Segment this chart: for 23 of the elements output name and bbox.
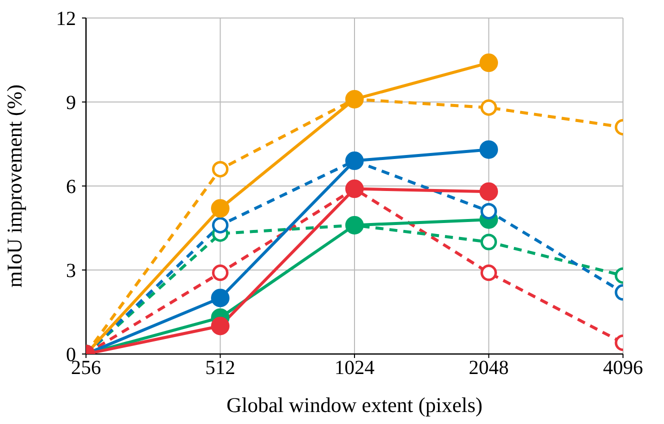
y-axis-title: mIoU improvement (%)	[2, 84, 26, 288]
point	[211, 288, 230, 308]
point	[211, 316, 230, 336]
y-tick-label: 3	[66, 260, 76, 282]
y-tick-label: 9	[66, 92, 76, 114]
point	[480, 99, 497, 116]
point	[480, 54, 498, 72]
point	[212, 216, 228, 234]
point	[480, 234, 497, 250]
x-tick-label: 2048	[468, 357, 509, 380]
y-tick-label: 6	[66, 176, 76, 198]
point	[480, 264, 497, 282]
x-tick-label: 1024	[334, 357, 374, 380]
point	[480, 140, 498, 159]
x-tick-label: 512	[205, 357, 236, 380]
y-tick-label: 12	[56, 8, 76, 30]
point	[212, 160, 228, 178]
point	[212, 264, 228, 282]
point	[480, 182, 498, 201]
point	[211, 199, 230, 218]
point	[480, 202, 497, 220]
x-axis-title: Global window extent (pixels)	[226, 393, 483, 417]
x-tick-label: 4096	[603, 357, 643, 380]
